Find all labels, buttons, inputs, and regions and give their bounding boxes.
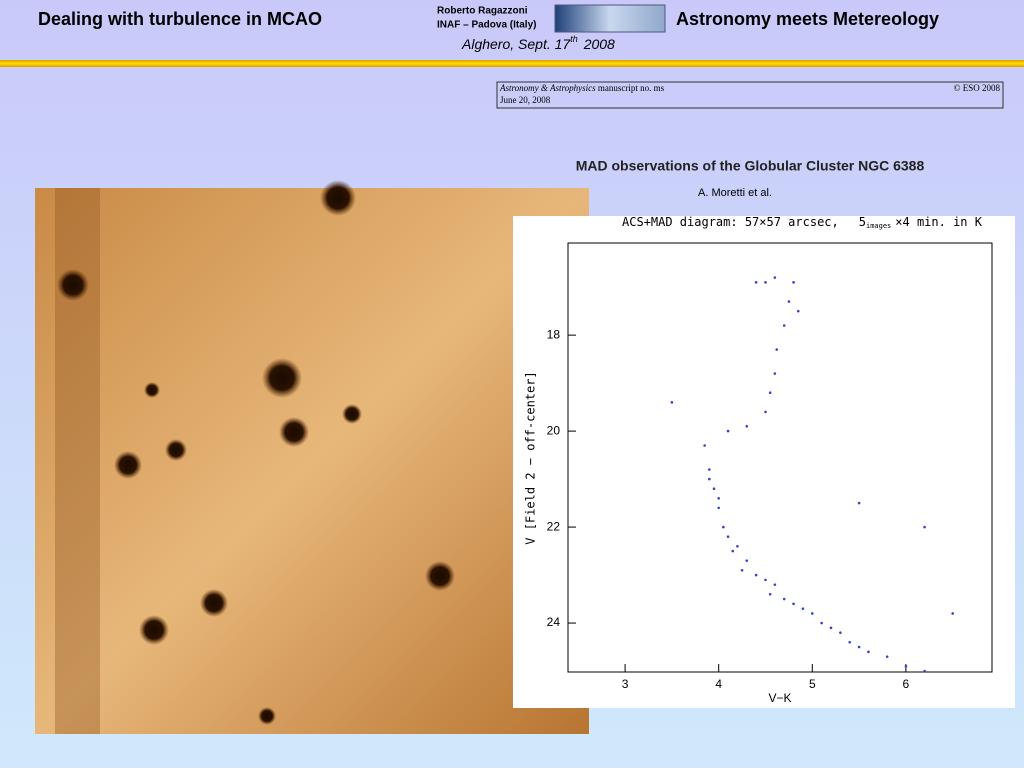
year: 2008 [583,36,615,52]
paper-journal: Astronomy & Astrophysics manuscript no. … [499,83,665,93]
plot-panel [513,216,1015,708]
plot-frame [567,242,993,673]
star [139,615,169,645]
point [839,631,842,634]
point [708,468,711,471]
plot-title-sub: images [866,222,891,230]
point [722,525,725,529]
y-tick-label: 20 [547,423,561,437]
point [731,549,735,553]
point [768,391,772,395]
y-tick-label: 24 [547,615,561,629]
star [279,417,309,447]
point [885,655,889,658]
point [782,597,786,601]
point [857,645,861,649]
x-tick-label: 6 [903,677,910,691]
author: Roberto Ragazzoni [437,6,528,17]
y-tick-label: 22 [547,519,561,533]
point [848,640,852,644]
point [745,425,749,428]
star [144,382,160,398]
x-tick-label: 4 [715,677,722,691]
star [114,451,142,479]
logo [554,4,666,33]
point [951,612,954,615]
star [57,269,89,301]
point [764,578,767,582]
point [923,669,926,673]
plot-title-rest: ×4 min. in K [895,215,982,229]
star [165,439,187,461]
x-tick-label: 5 [809,677,816,691]
plot-title-n: 5 [859,215,866,229]
point [773,276,777,279]
manuscript: manuscript no. ms [598,83,665,93]
point [717,506,720,510]
place-date: Alghero, Sept. 17 [461,36,571,52]
point [923,525,926,529]
y-axis-label: V [Field 2 − off-center] [524,371,538,544]
date: Alghero, Sept. 17th 2008 [461,34,615,51]
point [712,487,716,490]
star [425,561,455,591]
point [773,583,777,586]
point [857,501,861,505]
point [670,401,674,404]
star [342,404,362,424]
point [820,621,823,625]
star [320,180,356,216]
point [764,410,767,414]
point [745,559,749,562]
star-field [35,180,589,734]
affiliation: INAF – Padova (Italy) [437,20,536,31]
star [200,589,228,617]
journal: Astronomy & Astrophysics [499,83,596,93]
point [810,612,814,615]
copyright: © ESO 2008 [954,83,1001,93]
point [867,650,870,654]
point [768,592,772,596]
right-title: Astronomy meets Metereology [676,9,939,29]
paper-authors: A. Moretti et al. [698,187,772,199]
point [792,281,795,284]
point [796,309,800,313]
plot-title-main: ACS+MAD diagram: 57×57 arcsec, [622,215,839,229]
point [787,300,791,303]
point [782,324,786,327]
y-tick-label: 18 [547,327,561,341]
point [708,477,711,481]
point [829,626,833,630]
point [736,544,739,548]
point [764,281,767,284]
x-tick-label: 3 [622,677,629,691]
point [904,664,908,668]
star [258,707,276,725]
point [726,535,730,538]
paper-box [496,81,1004,109]
slide-title: Dealing with turbulence in MCAO [38,9,322,29]
point [754,281,758,284]
date-sup: th [570,34,578,44]
x-axis-label: V−K [768,691,791,705]
point [754,573,758,577]
point [792,602,795,606]
paper-date: June 20, 2008 [500,95,551,105]
point [801,607,805,610]
plot-title: ACS+MAD diagram: 57×57 arcsec, 5images ×4 … [622,215,983,231]
paper-title: MAD observations of the Globular Cluster… [576,158,925,174]
point [773,372,777,375]
point [703,444,706,447]
header-rule [0,60,1024,67]
point [717,496,720,500]
point [726,429,730,433]
point [740,568,744,572]
point [775,348,779,351]
star [262,358,302,398]
